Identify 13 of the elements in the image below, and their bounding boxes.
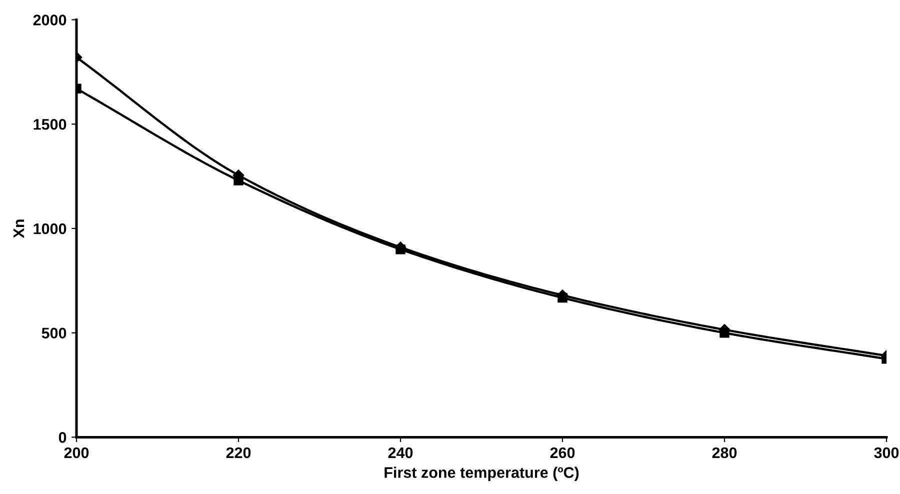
y-tick-label: 1000	[34, 223, 66, 234]
x-tick-label: 200	[64, 447, 89, 458]
x-axis-title: First zone temperature (ºC)	[384, 466, 579, 481]
y-axis-title: Xn	[14, 220, 24, 238]
x-tick-label: 220	[226, 447, 251, 458]
x-tick-label: 260	[550, 447, 575, 458]
x-tick-label: 300	[874, 447, 899, 458]
y-tick-label: 2000	[33, 14, 66, 26]
x-tick-label: 280	[712, 447, 737, 458]
y-tick-label: 0	[58, 432, 66, 443]
y-tick-label: 1500	[34, 118, 66, 130]
x-tick-label: 240	[388, 447, 413, 458]
y-tick-label: 500	[42, 328, 66, 339]
